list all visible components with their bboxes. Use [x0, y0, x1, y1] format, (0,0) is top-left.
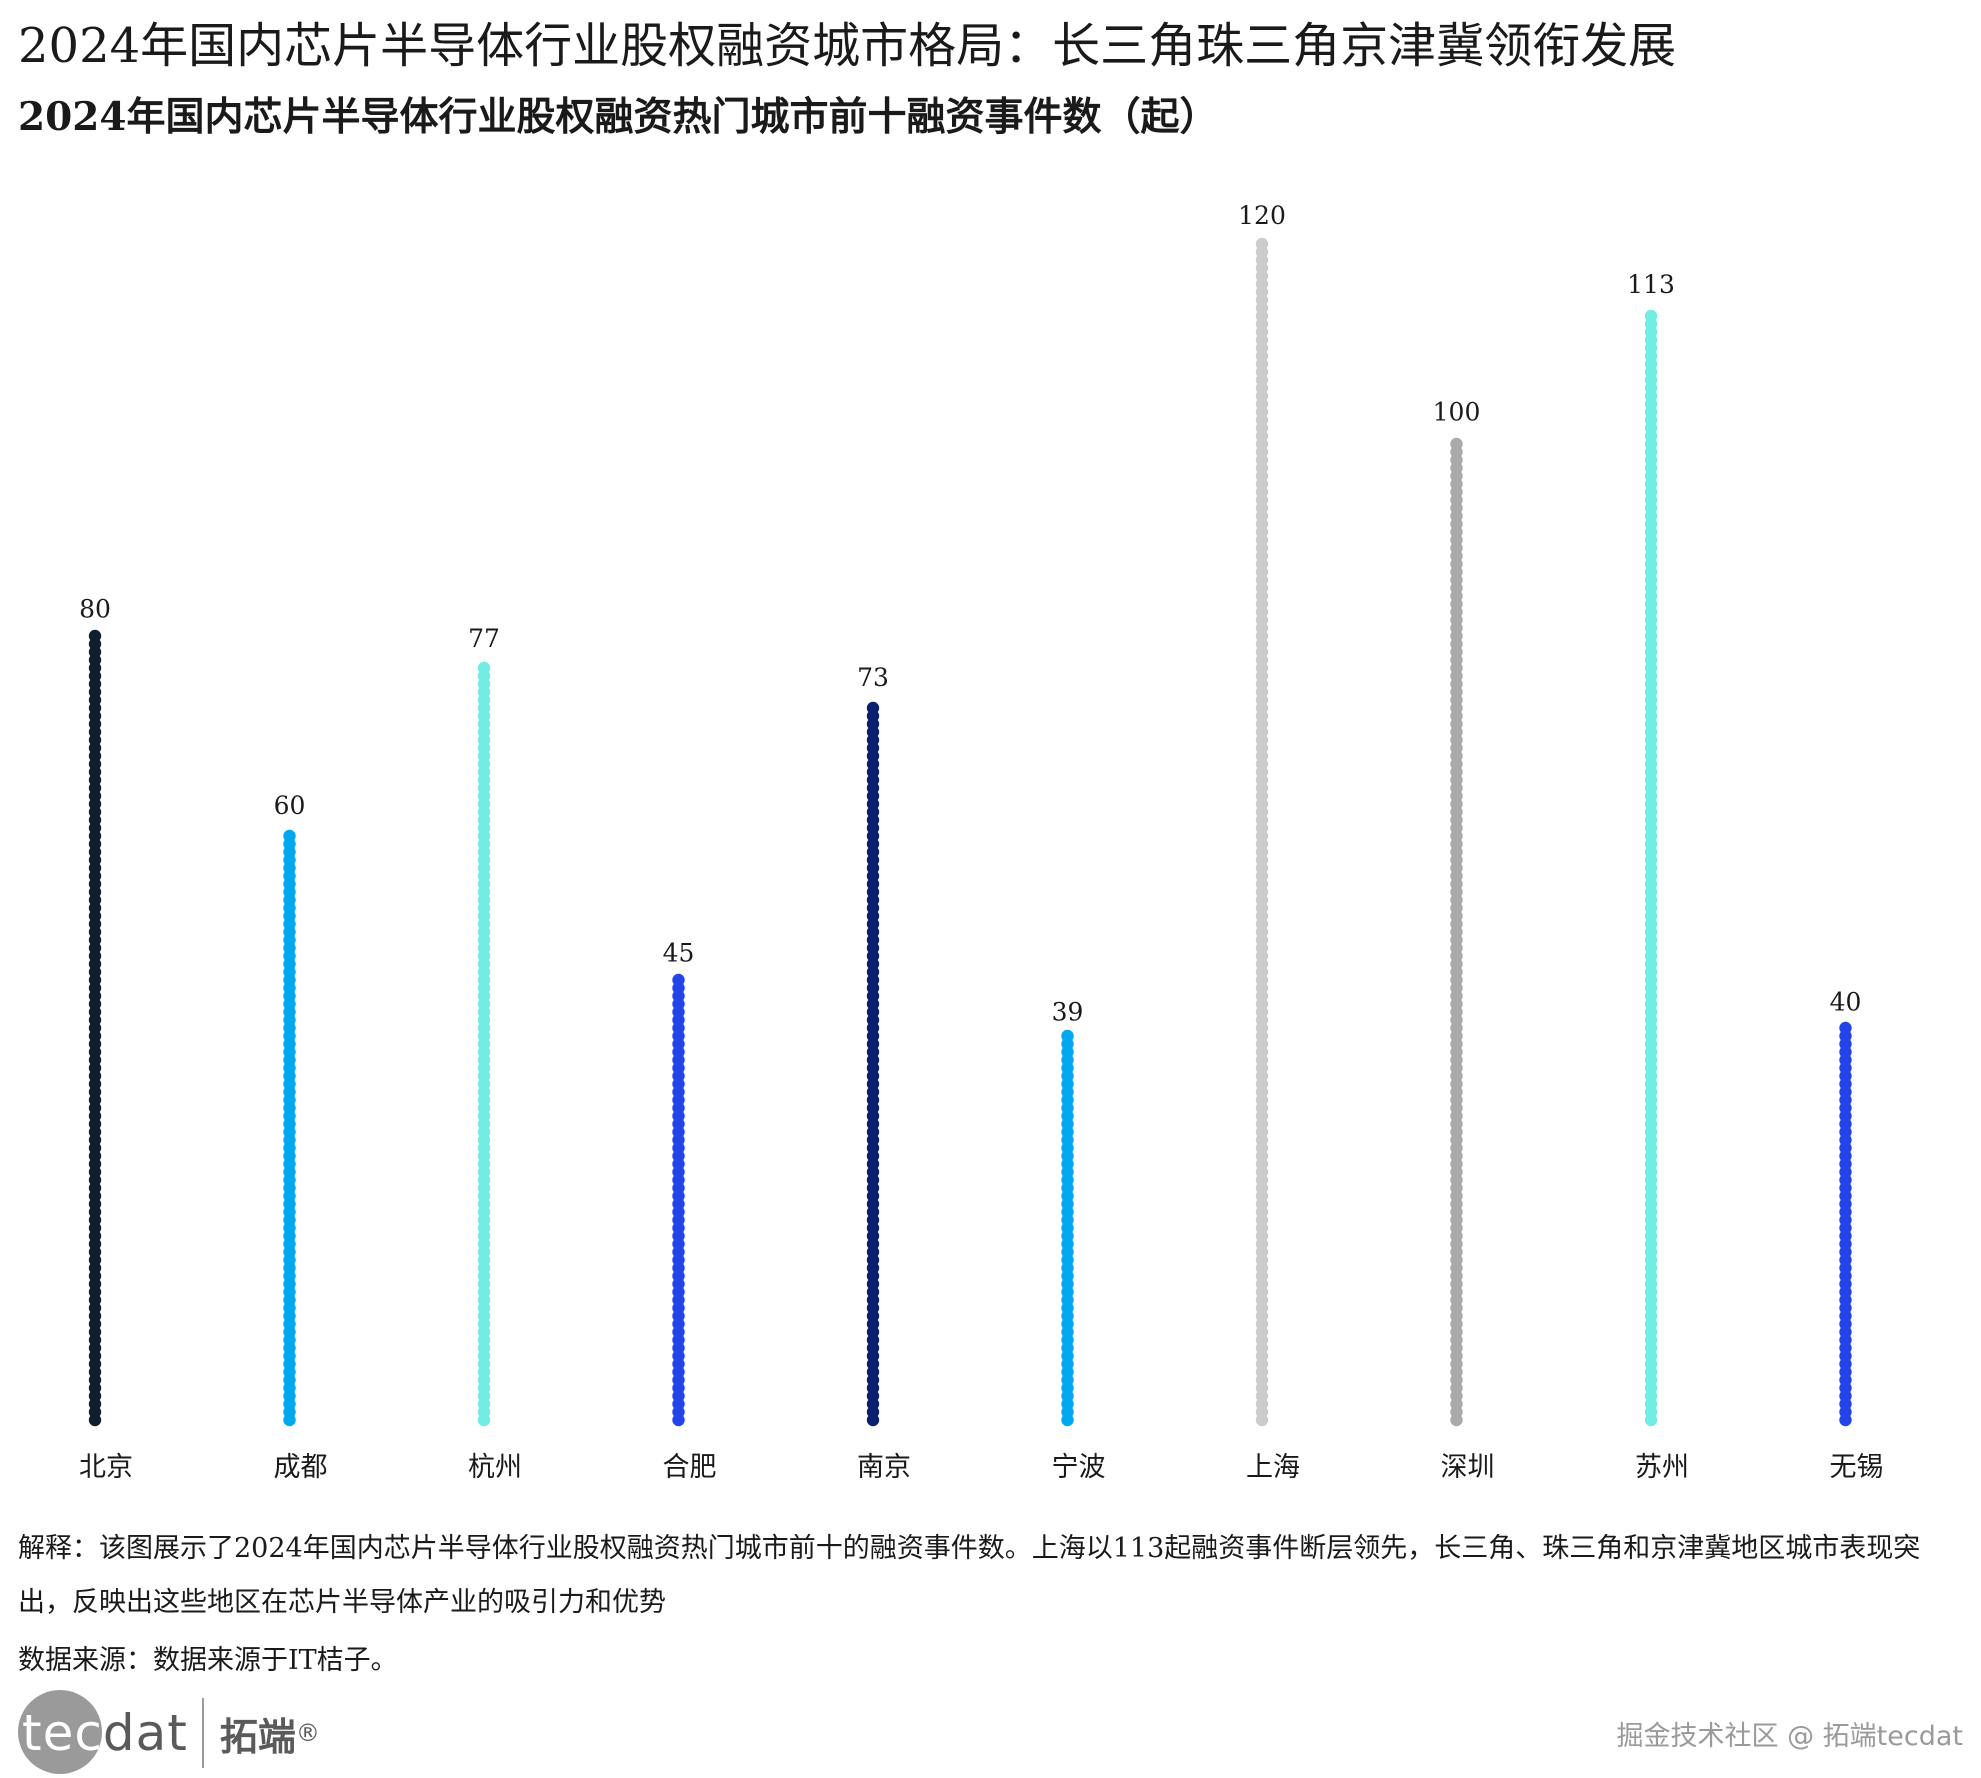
data-label: 39	[1052, 998, 1084, 1027]
logo-wordmark: tecdat	[14, 1704, 188, 1762]
bar-苏州	[1644, 309, 1658, 1427]
watermark: 掘金技术社区 @ 拓端tecdat	[1616, 1721, 1963, 1752]
logo-registered-mark: ®	[295, 1719, 320, 1747]
dot-bar-chart: 80 北京 60 成都 77 杭州 45 合肥 73 南京 39 宁波 120 上海 100 深圳 113 苏州 4…	[79, 201, 1884, 1483]
x-tick-label: 无锡	[1830, 1452, 1884, 1483]
logo-wordmark-part-a: tec	[22, 1704, 103, 1762]
x-tick-label: 成都	[274, 1452, 328, 1483]
data-label: 40	[1830, 988, 1862, 1017]
bar-宁波	[1061, 1029, 1074, 1427]
bar-dot	[477, 661, 491, 675]
data-label: 100	[1433, 398, 1481, 427]
x-tick-label: 合肥	[663, 1452, 717, 1483]
tecdat-logo: tecdat 拓端 ®	[14, 1688, 320, 1778]
bar-dot	[1450, 437, 1463, 451]
bar-dot	[1061, 1029, 1074, 1043]
bar-dot	[1644, 309, 1658, 323]
data-label: 120	[1238, 201, 1286, 230]
x-tick-label: 南京	[857, 1452, 911, 1483]
x-tick-label: 北京	[79, 1452, 133, 1483]
data-label: 45	[663, 939, 695, 968]
bar-南京	[866, 701, 880, 1427]
data-label: 77	[468, 624, 500, 653]
x-tick-label: 上海	[1246, 1452, 1300, 1483]
bar-dot	[1255, 237, 1269, 251]
logo-chinese-name: 拓端	[219, 1714, 296, 1759]
bar-北京	[88, 629, 102, 1427]
bar-dot	[88, 629, 102, 643]
chart-title: 2024年国内芯片半导体行业股权融资城市格局：长三角珠三角京津冀领衔发展	[18, 18, 1677, 74]
logo-wordmark-part-b: dat	[102, 1704, 188, 1762]
bar-无锡	[1839, 1021, 1852, 1427]
bar-dot	[283, 829, 296, 843]
bar-dot	[1839, 1021, 1852, 1035]
logo-divider	[201, 1698, 204, 1768]
chart-note: 解释：该图展示了2024年国内芯片半导体行业股权融资热门城市前十的融资事件数。上…	[18, 1533, 1921, 1618]
bar-成都	[283, 829, 296, 1427]
bar-杭州	[477, 661, 491, 1427]
logo-circle-icon	[18, 1690, 102, 1774]
data-label: 60	[274, 791, 306, 820]
bar-上海	[1255, 237, 1269, 1427]
bar-dot	[672, 973, 685, 987]
x-tick-label: 苏州	[1635, 1452, 1689, 1483]
x-tick-label: 杭州	[468, 1452, 522, 1483]
data-label: 113	[1627, 270, 1675, 299]
chart-subtitle: 2024年国内芯片半导体行业股权融资热门城市前十融资事件数（起）	[18, 94, 1219, 140]
data-label: 80	[79, 594, 111, 623]
data-source: 数据来源：数据来源于IT桔子。	[18, 1645, 398, 1676]
bar-深圳	[1450, 437, 1463, 1427]
x-tick-label: 深圳	[1441, 1452, 1495, 1483]
bar-dot	[866, 701, 880, 715]
bar-合肥	[672, 973, 685, 1427]
data-label: 73	[857, 663, 889, 692]
x-tick-label: 宁波	[1052, 1452, 1106, 1483]
